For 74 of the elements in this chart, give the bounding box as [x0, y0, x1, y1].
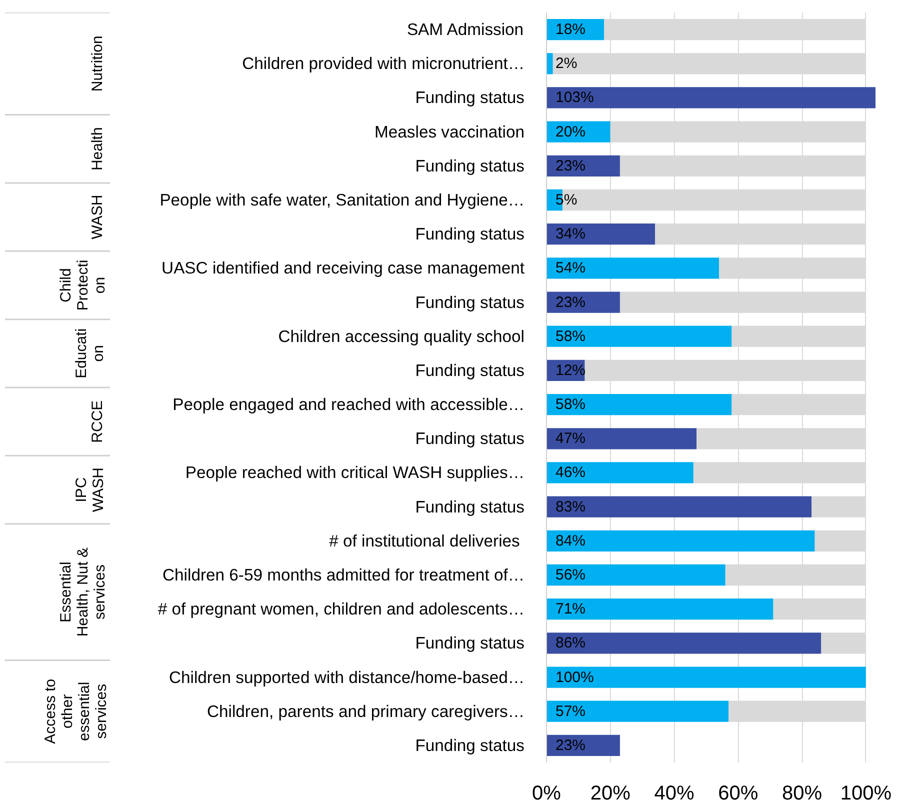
y-tick-label: Children accessing quality school — [278, 326, 525, 346]
y-tick-label: Funding status — [415, 634, 525, 653]
x-tick-label: 0% — [532, 782, 562, 804]
text: RCCE — [88, 400, 106, 443]
data-label: 23% — [556, 157, 586, 174]
bar — [546, 87, 876, 108]
data-label: 46% — [556, 464, 586, 482]
bar — [546, 224, 656, 245]
bar — [546, 326, 732, 347]
data-label: 86% — [556, 634, 586, 652]
data-label: 20% — [556, 123, 586, 140]
bar — [546, 462, 694, 484]
bar — [546, 53, 553, 74]
data-label: 23% — [556, 294, 586, 311]
y-tick-label: People engaged and reached with accessible… — [172, 395, 525, 414]
bar — [546, 632, 822, 654]
bar — [546, 666, 866, 688]
y-tick-label: Children provided with micronutrient… — [242, 54, 525, 74]
data-label: 71% — [556, 600, 586, 618]
text: Educati on — [73, 328, 108, 378]
data-label: 18% — [556, 21, 586, 38]
y-tick-label: Funding status — [415, 429, 525, 448]
data-label: 100% — [556, 668, 594, 686]
y-tick-label: Funding status — [415, 224, 525, 244]
y-tick-label: Children 6-59 months admitted for treatment of… — [162, 566, 525, 584]
data-label: 58% — [556, 396, 586, 414]
y-tick-label: Funding status — [415, 292, 525, 312]
bar — [546, 700, 729, 722]
data-label: 56% — [556, 566, 586, 584]
y-tick-label: Funding status — [415, 156, 525, 176]
y-tick-label: # of institutional deliveries — [329, 531, 520, 550]
y-tick-label: Measles vaccination — [374, 122, 525, 142]
bar — [546, 428, 697, 450]
bar — [546, 598, 774, 620]
data-label: 103% — [556, 89, 594, 106]
bar — [546, 530, 815, 552]
x-tick-label: 20% — [590, 782, 631, 804]
text: Nutrition — [88, 36, 106, 92]
x-tick-label: 40% — [654, 782, 694, 804]
text: Child Protecti on — [58, 260, 108, 311]
text: Access to other essential services — [42, 678, 110, 744]
bar — [546, 258, 719, 279]
data-label: 84% — [556, 532, 586, 550]
text: Essential Health, Nut & services — [58, 547, 108, 637]
text: IPC WASH — [73, 468, 108, 512]
data-label: 54% — [556, 260, 586, 277]
x-tick-label: 100% — [840, 782, 892, 804]
y-tick-label: Funding status — [415, 88, 525, 108]
y-tick-label: # of pregnant women, children and adolescents… — [158, 600, 525, 619]
bar — [546, 394, 732, 416]
bar — [546, 121, 610, 142]
y-tick-label: UASC identified and receiving case management — [162, 258, 525, 278]
y-tick-label: SAM Admission — [406, 20, 524, 40]
y-tick-label: People with safe water, Sanitation and Hygiene… — [160, 190, 524, 210]
y-tick-label: People reached with critical WASH supplies… — [185, 463, 525, 482]
data-label: 34% — [556, 226, 586, 243]
y-tick-label: Funding status — [415, 497, 525, 516]
data-label: 23% — [556, 736, 586, 754]
y-tick-label: Funding status — [415, 736, 525, 755]
text: WASH — [88, 194, 106, 240]
x-tick-label: 80% — [782, 782, 822, 804]
data-label: 2% — [556, 55, 578, 72]
text: Health — [88, 127, 106, 171]
y-tick-label: Children, parents and primary caregivers… — [206, 702, 525, 721]
y-tick-label: Funding status — [415, 360, 525, 380]
y-tick-label: Children supported with distance/home-based… — [168, 668, 524, 687]
data-label: 57% — [556, 702, 586, 720]
data-label: 83% — [556, 498, 586, 516]
bar — [546, 292, 620, 313]
bar — [546, 564, 726, 586]
data-label: 58% — [556, 328, 586, 345]
bar — [546, 496, 812, 518]
x-tick-label: 60% — [718, 782, 758, 804]
data-label: 47% — [556, 430, 586, 448]
